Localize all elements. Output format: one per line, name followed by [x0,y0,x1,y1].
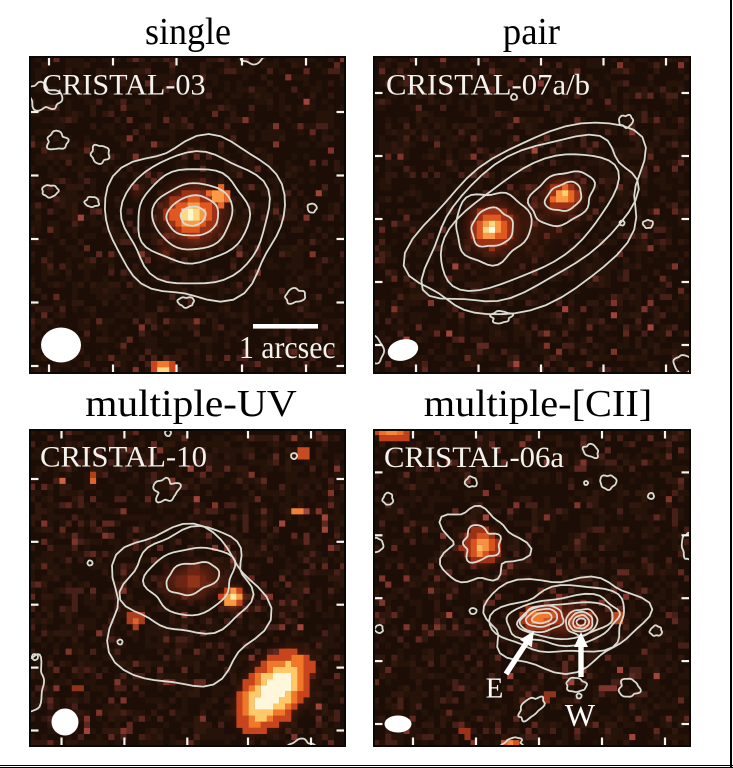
svg-text:CRISTAL-03: CRISTAL-03 [42,69,206,102]
svg-text:multiple-[CII]: multiple-[CII] [424,383,652,425]
svg-text:W: W [565,697,596,733]
svg-text:single: single [145,11,231,53]
svg-text:CRISTAL-07a/b: CRISTAL-07a/b [386,69,590,102]
svg-text:1 arcsec: 1 arcsec [239,329,336,365]
svg-text:CRISTAL-06a: CRISTAL-06a [384,441,564,474]
svg-text:multiple-UV: multiple-UV [85,383,297,425]
svg-text:pair: pair [503,11,561,53]
svg-text:E: E [486,673,504,705]
svg-text:CRISTAL-10: CRISTAL-10 [40,441,207,474]
